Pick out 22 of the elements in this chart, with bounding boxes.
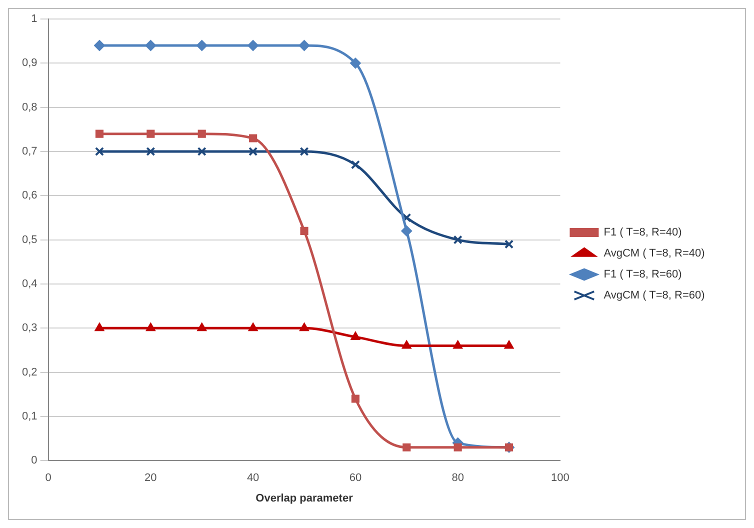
x-axis-title: Overlap parameter [256, 492, 354, 504]
y-tick-label: 0 [31, 454, 38, 467]
y-tick-label: 0,2 [22, 366, 38, 378]
y-tick-label: 1 [31, 13, 38, 26]
x-tick-label: 60 [349, 472, 362, 484]
y-tick-label: 0,7 [22, 146, 38, 158]
y-tick-label: 0,8 [22, 101, 38, 114]
y-tick-label: 0,1 [22, 410, 38, 422]
y-tick-label: 0,9 [22, 57, 38, 70]
legend-label: F1 ( T=8, R=60) [604, 268, 682, 281]
x-tick-label: 20 [144, 472, 157, 484]
legend-label: AvgCM ( T=8, R=40) [604, 248, 705, 260]
y-tick-label: 0,4 [22, 278, 38, 290]
x-tick-label: 100 [551, 472, 570, 484]
y-tick-label: 0,6 [22, 190, 38, 202]
x-tick-label: 40 [246, 472, 260, 484]
y-tick-label: 0,5 [22, 234, 38, 246]
y-tick-label: 0,3 [22, 322, 38, 334]
legend-label: F1 ( T=8, R=40) [604, 226, 682, 239]
x-tick-label: 80 [452, 472, 464, 484]
x-tick-label: 0 [45, 472, 52, 484]
legend-label: AvgCM ( T=8, R=60) [604, 290, 705, 302]
